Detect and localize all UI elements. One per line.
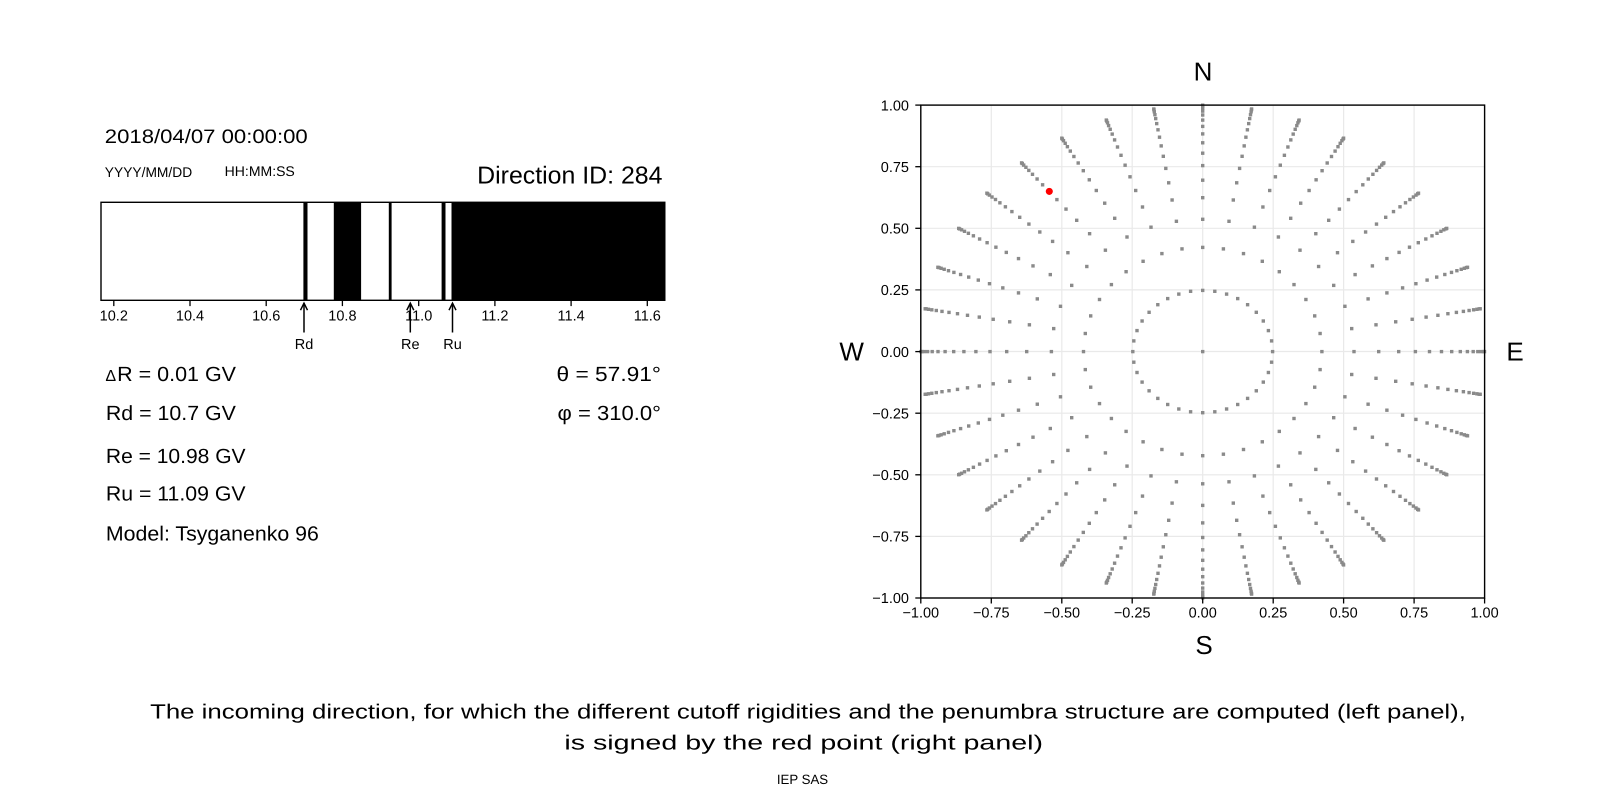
svg-text:∆: ∆ bbox=[106, 368, 116, 385]
svg-text:Re = 10.98 GV: Re = 10.98 GV bbox=[106, 445, 246, 468]
svg-text:E: E bbox=[1506, 337, 1523, 367]
svg-text:HH:MM:SS: HH:MM:SS bbox=[225, 163, 295, 179]
svg-text:Model: Tsyganenko 96: Model: Tsyganenko 96 bbox=[106, 523, 319, 546]
svg-text:0.50: 0.50 bbox=[881, 222, 909, 238]
svg-text:YYYY/MM/DD: YYYY/MM/DD bbox=[105, 164, 192, 180]
svg-text:The incoming direction, for wh: The incoming direction, for which the di… bbox=[150, 701, 1466, 724]
svg-text:1.00: 1.00 bbox=[1470, 606, 1498, 622]
svg-text:Rd: Rd bbox=[295, 337, 314, 353]
svg-text:11.6: 11.6 bbox=[634, 309, 661, 325]
svg-text:φ = 310.0°: φ = 310.0° bbox=[558, 402, 662, 425]
svg-text:θ = 57.91°: θ = 57.91° bbox=[557, 363, 662, 386]
svg-text:−0.25: −0.25 bbox=[1114, 606, 1151, 622]
svg-text:10.6: 10.6 bbox=[252, 309, 280, 325]
svg-text:N: N bbox=[1194, 57, 1213, 87]
svg-text:Direction ID: 284: Direction ID: 284 bbox=[477, 163, 662, 190]
svg-text:−0.75: −0.75 bbox=[872, 530, 909, 546]
svg-text:IEP SAS: IEP SAS bbox=[777, 772, 828, 787]
svg-text:Ru = 11.09 GV: Ru = 11.09 GV bbox=[106, 483, 246, 506]
svg-text:0.75: 0.75 bbox=[1400, 606, 1428, 622]
svg-text:Rd = 10.7 GV: Rd = 10.7 GV bbox=[106, 402, 236, 425]
svg-text:Re: Re bbox=[401, 337, 420, 353]
svg-text:Ru: Ru bbox=[443, 337, 462, 353]
svg-text:0.00: 0.00 bbox=[881, 345, 909, 361]
svg-text:0.00: 0.00 bbox=[1189, 606, 1217, 622]
svg-text:10.2: 10.2 bbox=[100, 309, 128, 325]
svg-text:0.75: 0.75 bbox=[881, 160, 909, 176]
svg-text:0.25: 0.25 bbox=[881, 283, 909, 299]
svg-text:0.25: 0.25 bbox=[1259, 606, 1287, 622]
svg-text:W: W bbox=[839, 337, 864, 367]
svg-text:11.0: 11.0 bbox=[405, 309, 432, 325]
svg-text:−1.00: −1.00 bbox=[902, 606, 939, 622]
svg-text:−0.50: −0.50 bbox=[1043, 606, 1080, 622]
svg-text:1.00: 1.00 bbox=[881, 98, 909, 114]
svg-text:is signed by the red point (ri: is signed by the red point (right panel) bbox=[564, 731, 1043, 754]
svg-text:−0.75: −0.75 bbox=[973, 606, 1010, 622]
svg-text:11.4: 11.4 bbox=[558, 309, 585, 325]
svg-text:S: S bbox=[1195, 630, 1212, 660]
svg-text:−0.25: −0.25 bbox=[872, 406, 909, 422]
svg-text:10.8: 10.8 bbox=[328, 309, 356, 325]
svg-text:2018/04/07 00:00:00: 2018/04/07 00:00:00 bbox=[105, 126, 308, 148]
svg-text:10.4: 10.4 bbox=[176, 309, 204, 325]
svg-text:R = 0.01 GV: R = 0.01 GV bbox=[117, 363, 236, 386]
svg-text:−0.50: −0.50 bbox=[872, 468, 909, 484]
svg-text:−1.00: −1.00 bbox=[872, 591, 909, 607]
svg-text:0.50: 0.50 bbox=[1329, 606, 1357, 622]
svg-text:11.2: 11.2 bbox=[481, 309, 508, 325]
